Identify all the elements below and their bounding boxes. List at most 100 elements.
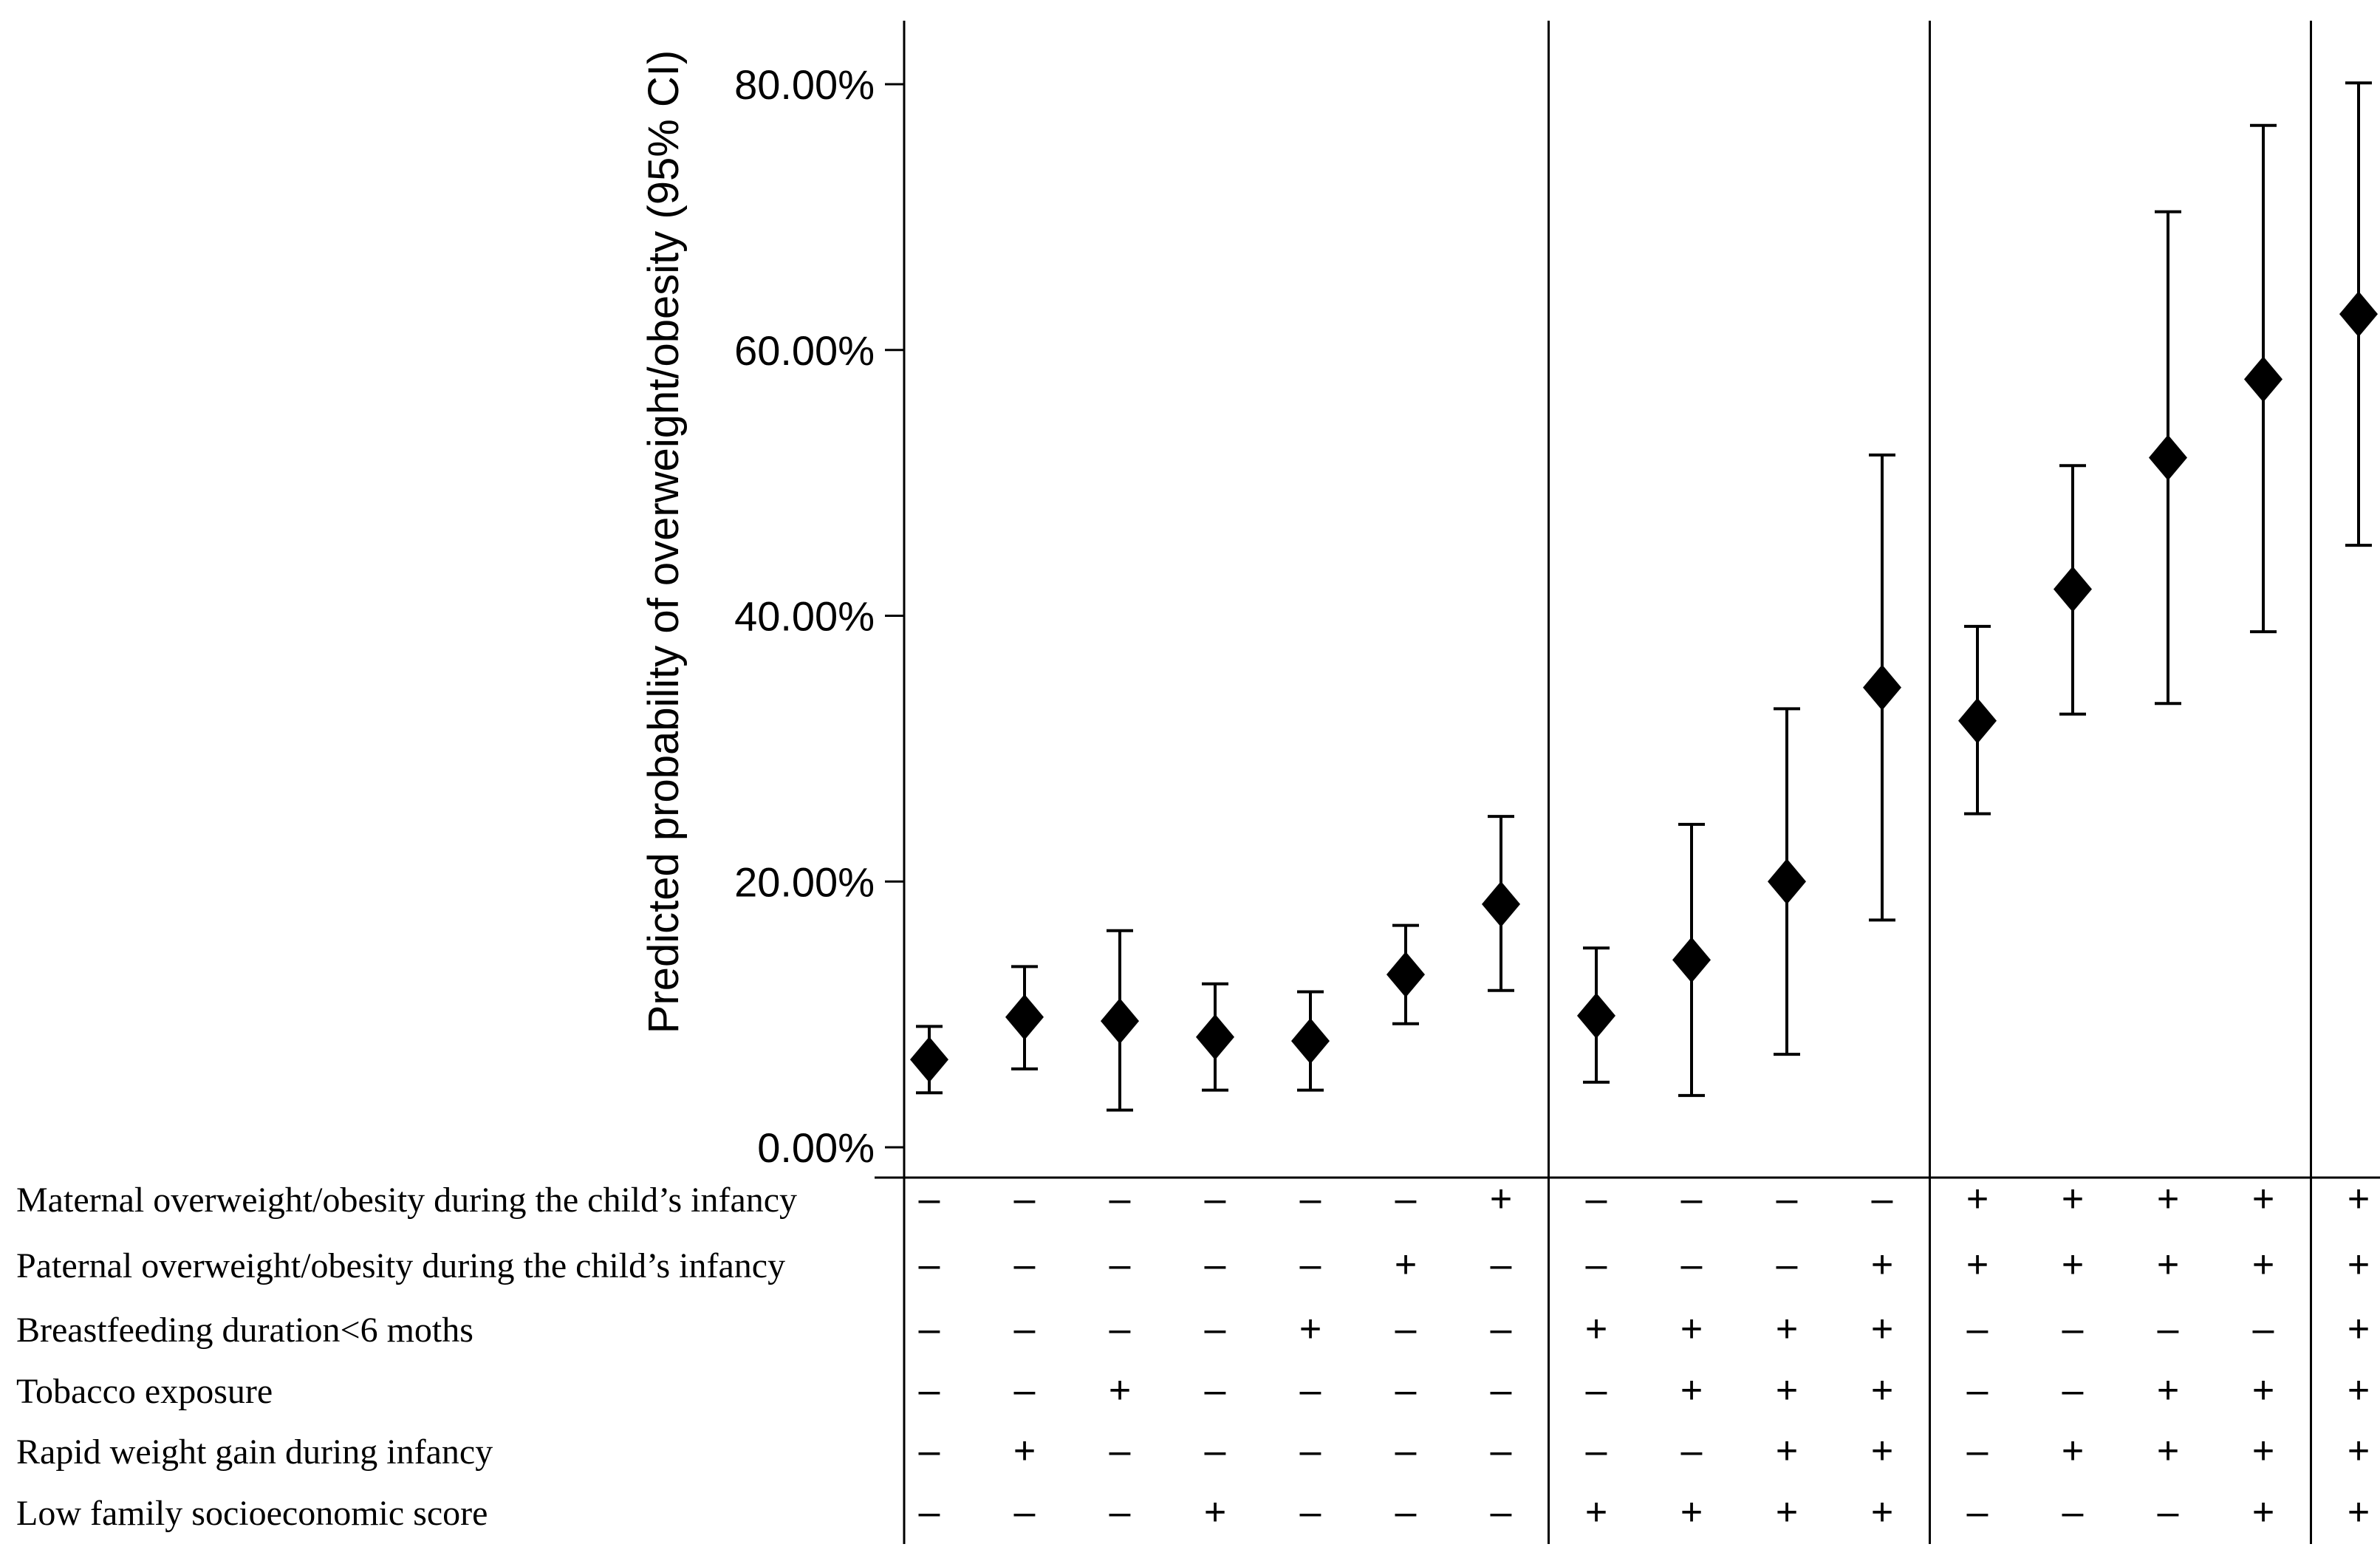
point-marker [2339,291,2378,338]
point-marker [1672,937,1711,983]
factor-sign: + [2347,1178,2370,1220]
y-tick-label: 20.00% [734,858,875,905]
factor-sign: – [919,1430,940,1472]
factor-sign: – [1967,1369,1989,1412]
factor-sign: – [1777,1243,1798,1286]
factor-sign: + [2347,1243,2370,1286]
factor-sign: – [1109,1430,1131,1472]
factor-sign: – [1300,1430,1321,1472]
factor-sign: – [1109,1243,1131,1286]
factor-sign: – [1014,1369,1036,1412]
factor-sign: + [1871,1430,1893,1472]
factor-sign: – [919,1178,940,1220]
factor-sign: – [2062,1308,2084,1350]
factor-sign: + [2252,1491,2274,1534]
factor-sign: + [1109,1369,1131,1412]
factor-sign: – [1014,1243,1036,1286]
factor-sign: + [2157,1369,2179,1412]
factor-sign: – [1967,1308,1989,1350]
factor-row-label: Low family socioeconomic score [16,1494,488,1533]
factor-sign: – [1300,1243,1321,1286]
factor-row-label: Maternal overweight/obesity during the c… [16,1181,797,1220]
factor-sign: – [1205,1369,1226,1412]
point-marker [1958,697,1997,744]
factor-sign: + [1966,1178,1989,1220]
factor-sign: + [2252,1369,2274,1412]
factor-sign: + [2252,1243,2274,1286]
factor-sign: + [1776,1491,1798,1534]
factor-row-label: Paternal overweight/obesity during the c… [16,1246,785,1285]
factor-sign: + [1871,1369,1893,1412]
factor-sign: – [1109,1491,1131,1534]
factor-signs: – – – – – – + – – – – + + + + + – – – – – + – – – – + + + + + + – – – – + – – +… [919,1178,2370,1534]
factor-sign: – [1395,1369,1417,1412]
factor-sign: – [919,1491,940,1534]
y-tick-label: 60.00% [734,327,875,374]
factor-sign: + [1871,1243,1893,1286]
factor-sign: + [1490,1178,1512,1220]
axes [875,21,2380,1544]
factor-sign: + [1680,1308,1703,1350]
factor-sign: – [1395,1308,1417,1350]
factor-sign: – [1395,1430,1417,1472]
point-marker [1768,858,1806,905]
factor-sign: – [1681,1178,1703,1220]
factor-sign: – [1872,1178,1893,1220]
factor-sign: + [1680,1491,1703,1534]
factor-sign: + [2157,1243,2179,1286]
factor-sign: – [1491,1430,1512,1472]
factor-sign: – [1777,1178,1798,1220]
point-marker [2149,434,2187,481]
factor-sign: + [2062,1430,2084,1472]
factor-sign: – [1300,1491,1321,1534]
factor-sign: – [1205,1430,1226,1472]
factor-sign: – [1109,1178,1131,1220]
point-marker [1101,998,1139,1045]
factor-sign: + [2347,1491,2370,1534]
point-marker [1005,994,1044,1040]
factor-sign: – [1014,1491,1036,1534]
factor-sign: – [1014,1178,1036,1220]
factor-sign: – [1967,1491,1989,1534]
factor-sign: – [1586,1430,1607,1472]
factor-sign: – [2158,1308,2179,1350]
point-marker [1196,1014,1234,1060]
y-tick-label: 40.00% [734,593,875,640]
error-bars [916,81,2372,1112]
point-marker [910,1036,948,1083]
point-markers [910,291,2378,1083]
factor-sign: – [2062,1369,2084,1412]
factor-sign: + [2062,1178,2084,1220]
factor-sign: + [2252,1178,2274,1220]
factor-sign: + [1585,1308,1607,1350]
factor-sign: – [919,1308,940,1350]
factor-sign: + [1299,1308,1321,1350]
factor-sign: + [2347,1430,2370,1472]
factor-sign: – [919,1369,940,1412]
point-marker [2054,566,2092,612]
factor-sign: + [2157,1430,2179,1472]
factor-sign: – [1681,1243,1703,1286]
factor-sign: + [2157,1178,2179,1220]
factor-sign: + [2347,1369,2370,1412]
factor-sign: – [1586,1243,1607,1286]
factor-sign: + [1013,1430,1036,1472]
factor-sign: – [1967,1430,1989,1472]
factor-sign: – [1491,1491,1512,1534]
factor-sign: + [1871,1491,1893,1534]
factor-sign: – [1014,1308,1036,1350]
factor-sign: + [1871,1308,1893,1350]
factor-sign: – [2253,1308,2274,1350]
point-marker [1291,1018,1330,1065]
factor-sign: + [1776,1308,1798,1350]
factor-sign: – [1205,1178,1226,1220]
factor-sign: – [1681,1430,1703,1472]
factor-sign: – [1586,1369,1607,1412]
point-marker [1386,952,1425,998]
y-axis-label: Predicted probability of overweight/obes… [640,50,688,1034]
factor-sign: – [1491,1308,1512,1350]
y-ticks: 0.00% 20.00% 40.00% 60.00% 80.00% [734,61,904,1171]
factor-sign: – [2158,1491,2179,1534]
factor-sign: + [2062,1243,2084,1286]
